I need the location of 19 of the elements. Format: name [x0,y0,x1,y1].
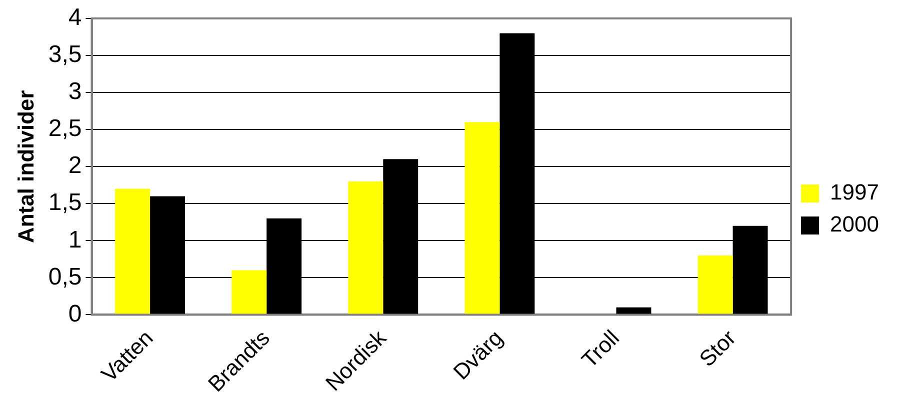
y-tick-label: 0 [68,300,82,328]
y-tick-label: 1,5 [48,189,82,216]
bar [698,255,733,314]
bar [115,188,150,314]
y-tick-label: 3 [68,78,82,106]
legend-label: 1997 [830,180,880,205]
y-tick-label: 2 [68,152,82,180]
y-axis-title: Antal individer [13,90,38,243]
bar [464,122,500,314]
x-tick-label: Stor [694,325,741,372]
y-tick-label: 4 [68,4,82,32]
y-tick-label: 1 [68,226,82,254]
bar [348,181,384,314]
y-tick-label: 2,5 [48,115,82,142]
bar [232,270,267,314]
x-tick-label: Troll [576,325,624,373]
y-tick-label: 3,5 [48,41,82,68]
y-tick-label: 0,5 [48,263,82,290]
legend-label: 2000 [830,212,880,237]
